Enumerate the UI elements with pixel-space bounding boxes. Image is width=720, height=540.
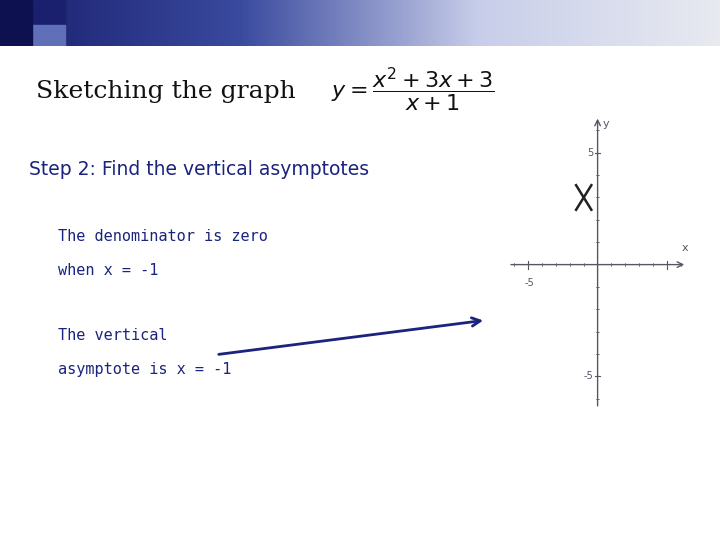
- Text: $y = \dfrac{x^2+3x+3}{x+1}$: $y = \dfrac{x^2+3x+3}{x+1}$: [331, 66, 495, 114]
- Text: -5: -5: [584, 372, 593, 381]
- Bar: [0, 0, 65, 25]
- Text: y: y: [603, 119, 609, 129]
- Bar: [32, 25, 65, 46]
- Text: asymptote is x = -1: asymptote is x = -1: [58, 362, 231, 377]
- Bar: [0, 0, 32, 46]
- Text: -5: -5: [525, 278, 534, 288]
- Text: when x = -1: when x = -1: [58, 264, 158, 278]
- Text: The vertical: The vertical: [58, 328, 167, 342]
- Text: Step 2: Find the vertical asymptotes: Step 2: Find the vertical asymptotes: [29, 159, 369, 179]
- Text: Sketching the graph: Sketching the graph: [36, 80, 296, 104]
- Text: x: x: [682, 244, 688, 253]
- Text: 5: 5: [588, 148, 593, 158]
- Text: The denominator is zero: The denominator is zero: [58, 229, 267, 244]
